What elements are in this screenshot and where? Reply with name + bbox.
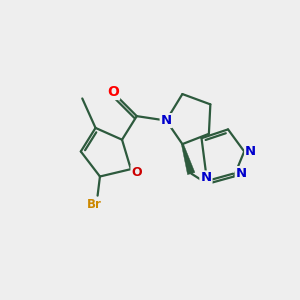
Text: N: N (200, 172, 211, 184)
Text: N: N (236, 167, 247, 180)
Text: O: O (107, 85, 119, 99)
Polygon shape (182, 144, 195, 175)
Text: O: O (131, 166, 142, 178)
Text: Br: Br (87, 198, 101, 211)
Text: N: N (245, 145, 256, 158)
Text: N: N (160, 114, 172, 127)
